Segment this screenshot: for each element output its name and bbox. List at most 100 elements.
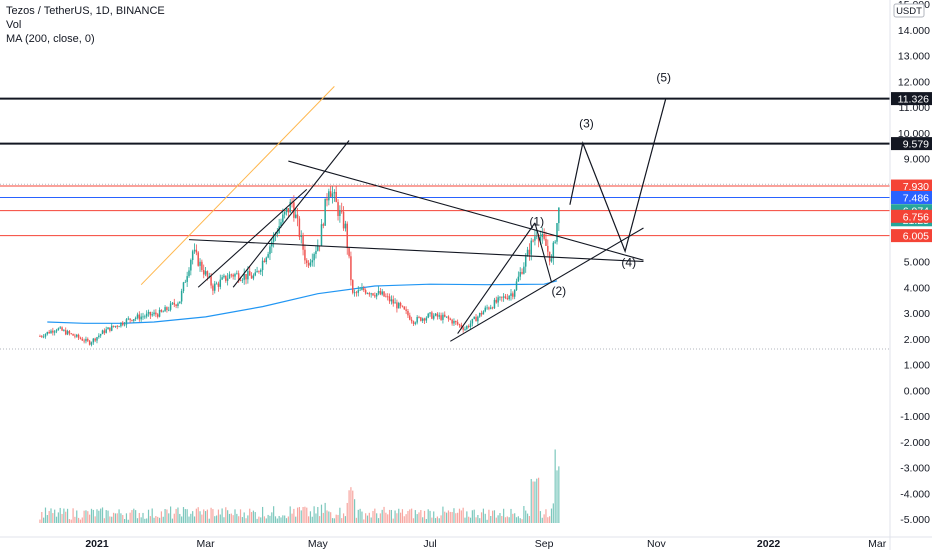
volume-bar [138, 512, 140, 523]
volume-bar [59, 507, 61, 523]
candle-body [547, 245, 549, 252]
volume-bar [451, 512, 453, 523]
candle-body [418, 317, 420, 318]
candle-body [188, 270, 190, 277]
candle-body [524, 256, 527, 267]
volume-bar [256, 518, 258, 523]
candle-body [412, 321, 415, 324]
x-tick-label: Nov [647, 538, 666, 550]
candle-body [175, 304, 177, 306]
volume-bar [186, 509, 188, 523]
chart-legend: Tezos / TetherUS, 1D, BINANCE Vol MA (20… [6, 4, 165, 46]
candle-body [317, 245, 319, 251]
y-tick-label: -5.000 [900, 514, 930, 526]
volume-bar [412, 518, 415, 523]
volume-bar [184, 509, 186, 523]
candle-body [138, 314, 141, 320]
volume-bar [173, 513, 175, 523]
candle-body [208, 276, 210, 277]
x-tick-label: 2022 [757, 538, 781, 550]
volume-bar [57, 512, 59, 523]
candle-body [296, 214, 299, 219]
candle-body [239, 280, 242, 282]
candle-body [530, 240, 532, 255]
volume-bar [466, 511, 468, 523]
volume-bar [475, 517, 477, 523]
candle-body [440, 315, 442, 320]
volume-bar [328, 511, 330, 523]
candle-body [258, 271, 260, 272]
volume-bar [320, 504, 323, 523]
candle-body [57, 328, 60, 331]
volume-bar [107, 510, 109, 523]
candle-body [280, 222, 282, 227]
volume-bar [39, 519, 41, 523]
candle-body [112, 325, 115, 327]
volume-bar [146, 518, 148, 523]
volume-bar [181, 516, 183, 523]
candle-body [195, 249, 198, 253]
candle-body [324, 198, 326, 226]
candle-body [550, 258, 553, 262]
volume-bar [136, 518, 139, 523]
volume-bar [377, 518, 380, 523]
volume-bar [407, 511, 409, 523]
candle-body [361, 288, 363, 290]
x-tick-label: Mar [868, 538, 887, 550]
volume-bar [125, 513, 128, 523]
volume-bar [101, 507, 104, 523]
candle-body [374, 295, 376, 297]
y-tick-label: 1.000 [904, 360, 930, 372]
candle-body [320, 224, 323, 246]
volume-bar [556, 470, 558, 523]
candle-body [145, 313, 148, 317]
volume-bar [460, 510, 462, 523]
candle-body [344, 223, 347, 229]
volume-bar [344, 516, 346, 523]
candle-body [493, 299, 496, 309]
volume-bar [133, 508, 135, 523]
volume-bar [262, 506, 264, 523]
candle-body [241, 279, 244, 281]
volume-bar [147, 509, 150, 523]
volume-bar [366, 515, 369, 523]
candle-body [513, 289, 516, 297]
volume-bar [112, 512, 115, 523]
candle-body [552, 242, 555, 259]
candle-body [193, 249, 196, 252]
volume-bar [313, 506, 315, 523]
candle-body [366, 293, 369, 294]
candle-body [410, 319, 413, 322]
candle-body [169, 303, 172, 310]
candle-body [322, 224, 325, 226]
candle-body [64, 330, 67, 335]
volume-bar [287, 516, 289, 523]
candle-body [432, 315, 435, 319]
ma200-line [47, 280, 558, 324]
candle-body [85, 338, 87, 342]
candle-body [158, 309, 161, 317]
volume-bar [52, 513, 54, 523]
volume-bar [504, 517, 507, 523]
candle-body [186, 276, 188, 282]
candle-body [243, 274, 245, 280]
candle-body [197, 252, 199, 266]
candle-body [311, 260, 314, 263]
y-tick-label: 13.000 [898, 51, 930, 63]
trend-line [534, 222, 553, 283]
volume-bar [453, 508, 455, 523]
candle-body [534, 236, 536, 241]
candle-body [236, 273, 238, 275]
candle-body [66, 331, 69, 335]
volume-bar [543, 514, 545, 523]
volume-bar [403, 516, 405, 523]
volume-bar [363, 519, 365, 523]
legend-symbol: Tezos / TetherUS, 1D, BINANCE [6, 5, 165, 17]
candle-body [214, 283, 216, 291]
volume-bar [457, 512, 459, 523]
candle-body [434, 313, 437, 316]
candle-body [353, 292, 356, 294]
candle-body [471, 318, 474, 324]
